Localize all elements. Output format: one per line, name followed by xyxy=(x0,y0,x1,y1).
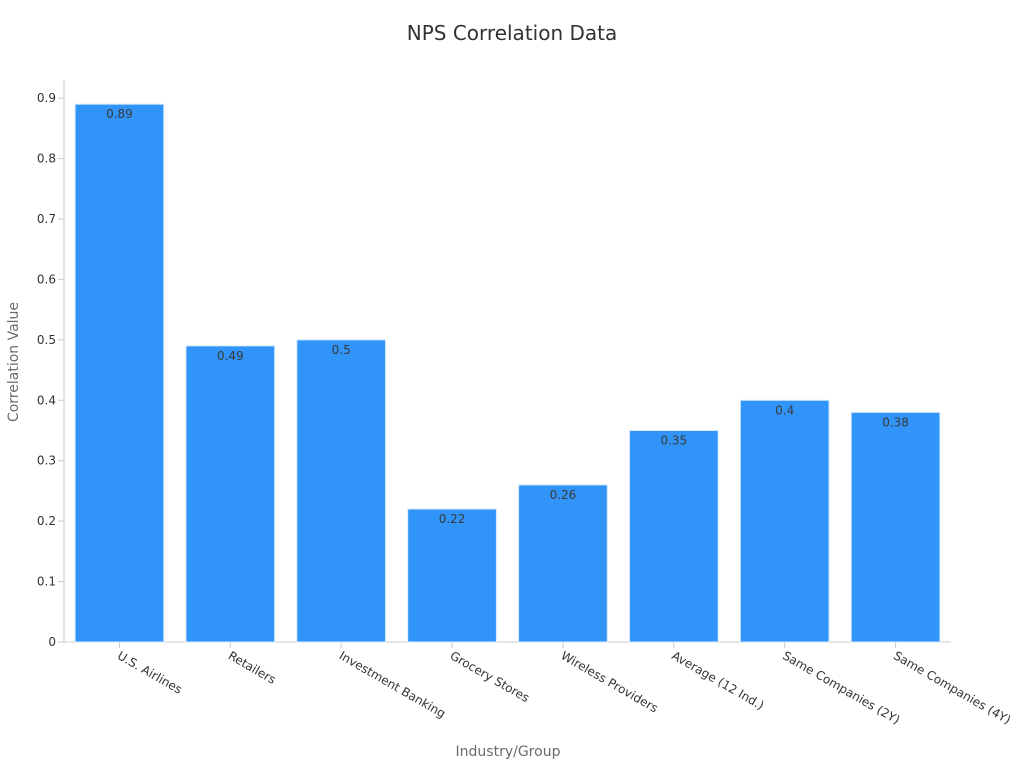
bar-value-label: 0.5 xyxy=(332,343,351,357)
bar-value-label: 0.26 xyxy=(550,488,577,502)
x-tick-label: Average (12 Ind.) xyxy=(669,648,766,712)
chart-title: NPS Correlation Data xyxy=(407,21,617,45)
bar xyxy=(74,103,165,643)
y-tick-label: 0.5 xyxy=(37,333,56,347)
y-axis-title: Correlation Value xyxy=(6,302,22,422)
bar xyxy=(739,399,830,643)
y-tick-label: 0.6 xyxy=(37,272,56,286)
y-axis: 0 0.1 0.2 0.3 0.4 0.5 0.6 0.7 0.8 0.9 xyxy=(37,80,65,649)
x-tick-label: Wireless Providers xyxy=(558,648,660,715)
y-tick-label: 0.3 xyxy=(37,454,56,468)
bar-value-label: 0.89 xyxy=(106,107,133,121)
y-tick-label: 0.2 xyxy=(37,514,56,528)
x-tick-label: Same Companies (4Y) xyxy=(891,648,1013,727)
bar-value-label: 0.22 xyxy=(439,512,466,526)
x-tick-label: Same Companies (2Y) xyxy=(780,648,902,727)
y-tick-label: 0.7 xyxy=(37,212,56,226)
bar xyxy=(185,345,276,643)
x-tick-label: Investment Banking xyxy=(337,648,448,720)
bar xyxy=(407,508,497,643)
bar-value-label: 0.4 xyxy=(775,403,794,417)
bar-value-label: 0.38 xyxy=(882,415,909,429)
x-tick-label: Grocery Stores xyxy=(448,648,532,705)
bar xyxy=(296,339,387,643)
y-tick-label: 0.9 xyxy=(37,91,56,105)
x-axis: U.S. Airlines Retailers Investment Banking… xyxy=(64,641,1013,727)
bar-value-label: 0.49 xyxy=(217,349,244,363)
x-tick-label: U.S. Airlines xyxy=(115,648,185,696)
x-axis-title: Industry/Group xyxy=(456,744,561,760)
bar xyxy=(628,429,719,643)
bar-value-label: 0.35 xyxy=(660,433,687,447)
bar xyxy=(850,411,941,643)
bar xyxy=(518,484,608,643)
y-tick-label: 0.4 xyxy=(37,393,56,407)
y-tick-label: 0 xyxy=(48,635,56,649)
bars-group xyxy=(74,103,941,643)
x-tick-label: Retailers xyxy=(226,648,278,686)
data-labels-group: 0.89 0.49 0.5 0.22 0.26 0.35 0.4 0.38 xyxy=(106,107,909,526)
y-tick-label: 0.8 xyxy=(37,152,56,166)
y-tick-label: 0.1 xyxy=(37,575,56,589)
